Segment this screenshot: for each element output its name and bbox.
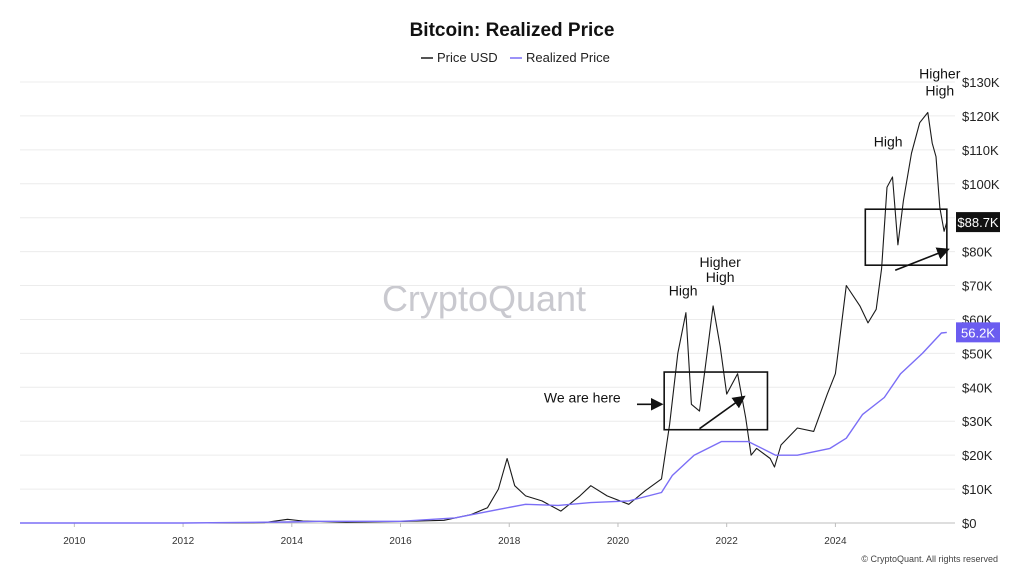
value-label-bg [956,322,1000,343]
y-tick-label: $30K [962,414,993,429]
realized-price-line [20,331,947,524]
annotation-text: High [874,133,903,149]
grid-layer [20,81,955,524]
y-tick-label: $80K [962,245,993,260]
x-tick-label: 2022 [716,536,739,547]
value-label-bg [956,212,1000,233]
x-tick-label: 2012 [172,536,195,547]
y-tick-label: $70K [962,279,993,294]
x-tick-label: 2024 [824,536,847,547]
y-tick-label: $10K [962,482,993,497]
legend-label-realized: Realized Price [526,50,610,65]
annotation-arrow [699,395,746,430]
footer-copyright: © CryptoQuant. All rights reserved [861,554,998,564]
watermark: CryptoQuant [382,278,586,319]
chart-title: Bitcoin: Realized Price [410,20,615,41]
y-tick-label: $0 [962,516,976,531]
y-tick-label: $40K [962,380,993,395]
annotation-text: High [706,269,735,285]
x-tick-label: 2014 [281,536,304,547]
annotation-text: Higher [700,254,742,270]
y-tick-label: $50K [962,346,993,361]
x-tick-label: 2020 [607,536,630,547]
y-tick-label: $100K [962,177,1000,192]
annotation-box [663,371,769,431]
y-tick-label: $110K [962,143,999,158]
legend-label-price: Price USD [437,50,498,65]
annotation-arrow [894,247,950,272]
y-tick-label: $120K [962,109,1000,124]
legend: Price USD Realized Price [421,50,610,65]
series-layer [20,111,948,524]
y-tick-label: $20K [962,448,993,463]
annotation-text: High [925,83,954,99]
x-tick-label: 2010 [63,536,86,547]
x-tick-label: 2018 [498,536,521,547]
y-tick-label: $130K [962,75,1000,90]
value-label: 56.2K [961,325,995,340]
value-label-layer: $88.7K 56.2K [956,212,1000,343]
annotation-text: Higher [919,66,961,82]
axis-layer: $0$10K$20K$30K$40K$50K$60K$70K$80K$90K$1… [20,75,1000,547]
value-label: $88.7K [957,215,999,230]
annotation-text: High [669,283,698,299]
annotation-text: We are here [544,390,621,406]
x-tick-label: 2016 [389,536,412,547]
